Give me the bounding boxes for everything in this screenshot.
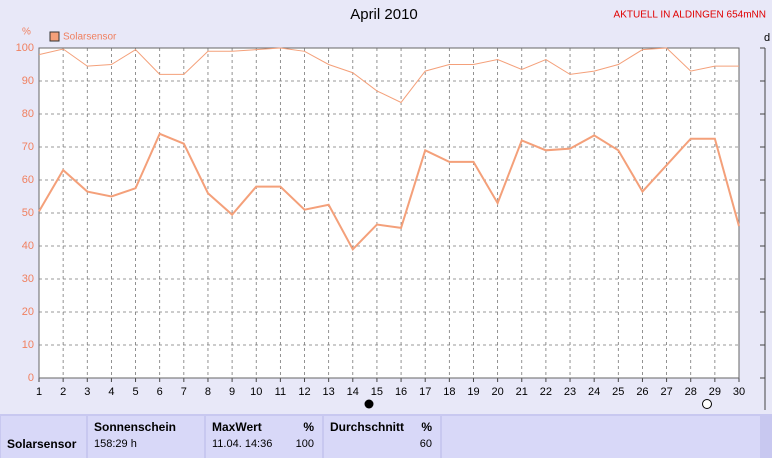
x-tick-label: 17 bbox=[419, 386, 431, 398]
x-tick-label: 29 bbox=[709, 386, 721, 398]
y-tick-label: 80 bbox=[22, 108, 34, 120]
table-cell bbox=[88, 416, 204, 458]
cell-header: Durchschnitt bbox=[330, 420, 404, 434]
y-tick-label: 90 bbox=[22, 75, 34, 87]
stats-table: Solarsensor Sonnenschein 158:29 h MaxWert % 1… bbox=[1, 416, 760, 458]
legend-swatch bbox=[49, 31, 60, 42]
new-moon-icon bbox=[364, 399, 374, 409]
cell-value: 100 bbox=[296, 438, 314, 450]
x-tick-label: 21 bbox=[516, 386, 528, 398]
y-tick-label: 50 bbox=[22, 207, 34, 219]
x-tick-label: 25 bbox=[612, 386, 624, 398]
x-tick-label: 12 bbox=[298, 386, 310, 398]
x-tick-label: 27 bbox=[660, 386, 672, 398]
x-tick-label: 10 bbox=[250, 386, 262, 398]
x-tick-label: 28 bbox=[685, 386, 697, 398]
x-tick-label: 30 bbox=[733, 386, 745, 398]
x-tick-label: 19 bbox=[467, 386, 479, 398]
cell-time: 11.04. 14:36 bbox=[212, 438, 272, 450]
x-tick-label: 5 bbox=[132, 386, 138, 398]
table-cell bbox=[1, 416, 86, 458]
cell-header: Sonnenschein bbox=[94, 420, 176, 434]
x-tick-label: 23 bbox=[564, 386, 576, 398]
x-tick-label: 14 bbox=[347, 386, 359, 398]
x-tick-label: 24 bbox=[588, 386, 600, 398]
table-cell bbox=[442, 416, 760, 458]
y-tick-label: 30 bbox=[22, 273, 34, 285]
x-tick-label: 7 bbox=[181, 386, 187, 398]
data-line bbox=[38, 47, 739, 104]
y-axis-label: % bbox=[22, 27, 31, 38]
y2-axis-label: d bbox=[764, 32, 770, 44]
y-tick-label: 10 bbox=[22, 339, 34, 351]
cell-unit: % bbox=[303, 420, 314, 434]
table-cell bbox=[324, 416, 440, 458]
x-tick-label: 11 bbox=[275, 386, 286, 398]
status-text: AKTUELL IN ALDINGEN 654mNN bbox=[614, 10, 766, 21]
row-label: Solarsensor bbox=[7, 437, 77, 451]
x-tick-label: 4 bbox=[108, 386, 114, 398]
data-line bbox=[38, 132, 740, 251]
cell-value: 60 bbox=[420, 438, 432, 450]
x-tick-label: 2 bbox=[60, 386, 66, 398]
x-tick-label: 8 bbox=[205, 386, 211, 398]
x-tick-label: 6 bbox=[157, 386, 163, 398]
x-tick-label: 13 bbox=[323, 386, 335, 398]
plot-border bbox=[38, 47, 740, 379]
x-tick-label: 22 bbox=[540, 386, 552, 398]
y-tick-label: 0 bbox=[28, 372, 34, 384]
cell-unit: % bbox=[421, 420, 432, 434]
x-tick-label: 3 bbox=[84, 386, 90, 398]
x-tick-label: 26 bbox=[636, 386, 648, 398]
x-tick-label: 1 bbox=[36, 386, 42, 398]
y-tick-label: 20 bbox=[22, 306, 34, 318]
x-tick-label: 18 bbox=[443, 386, 455, 398]
x-tick-label: 20 bbox=[491, 386, 503, 398]
y-tick-label: 60 bbox=[22, 174, 34, 186]
x-tick-label: 15 bbox=[371, 386, 383, 398]
cell-header: MaxWert bbox=[212, 420, 262, 434]
full-moon-icon bbox=[702, 399, 712, 409]
table-cell bbox=[206, 416, 322, 458]
legend-label: Solarsensor bbox=[63, 32, 117, 43]
x-tick-label: 9 bbox=[229, 386, 235, 398]
chart-title: April 2010 bbox=[350, 6, 418, 23]
y-tick-label: 40 bbox=[22, 240, 34, 252]
x-tick-label: 16 bbox=[395, 386, 407, 398]
cell-value: 158:29 h bbox=[94, 438, 137, 450]
y-tick-label: 70 bbox=[22, 141, 34, 153]
y-tick-label: 100 bbox=[16, 42, 34, 54]
